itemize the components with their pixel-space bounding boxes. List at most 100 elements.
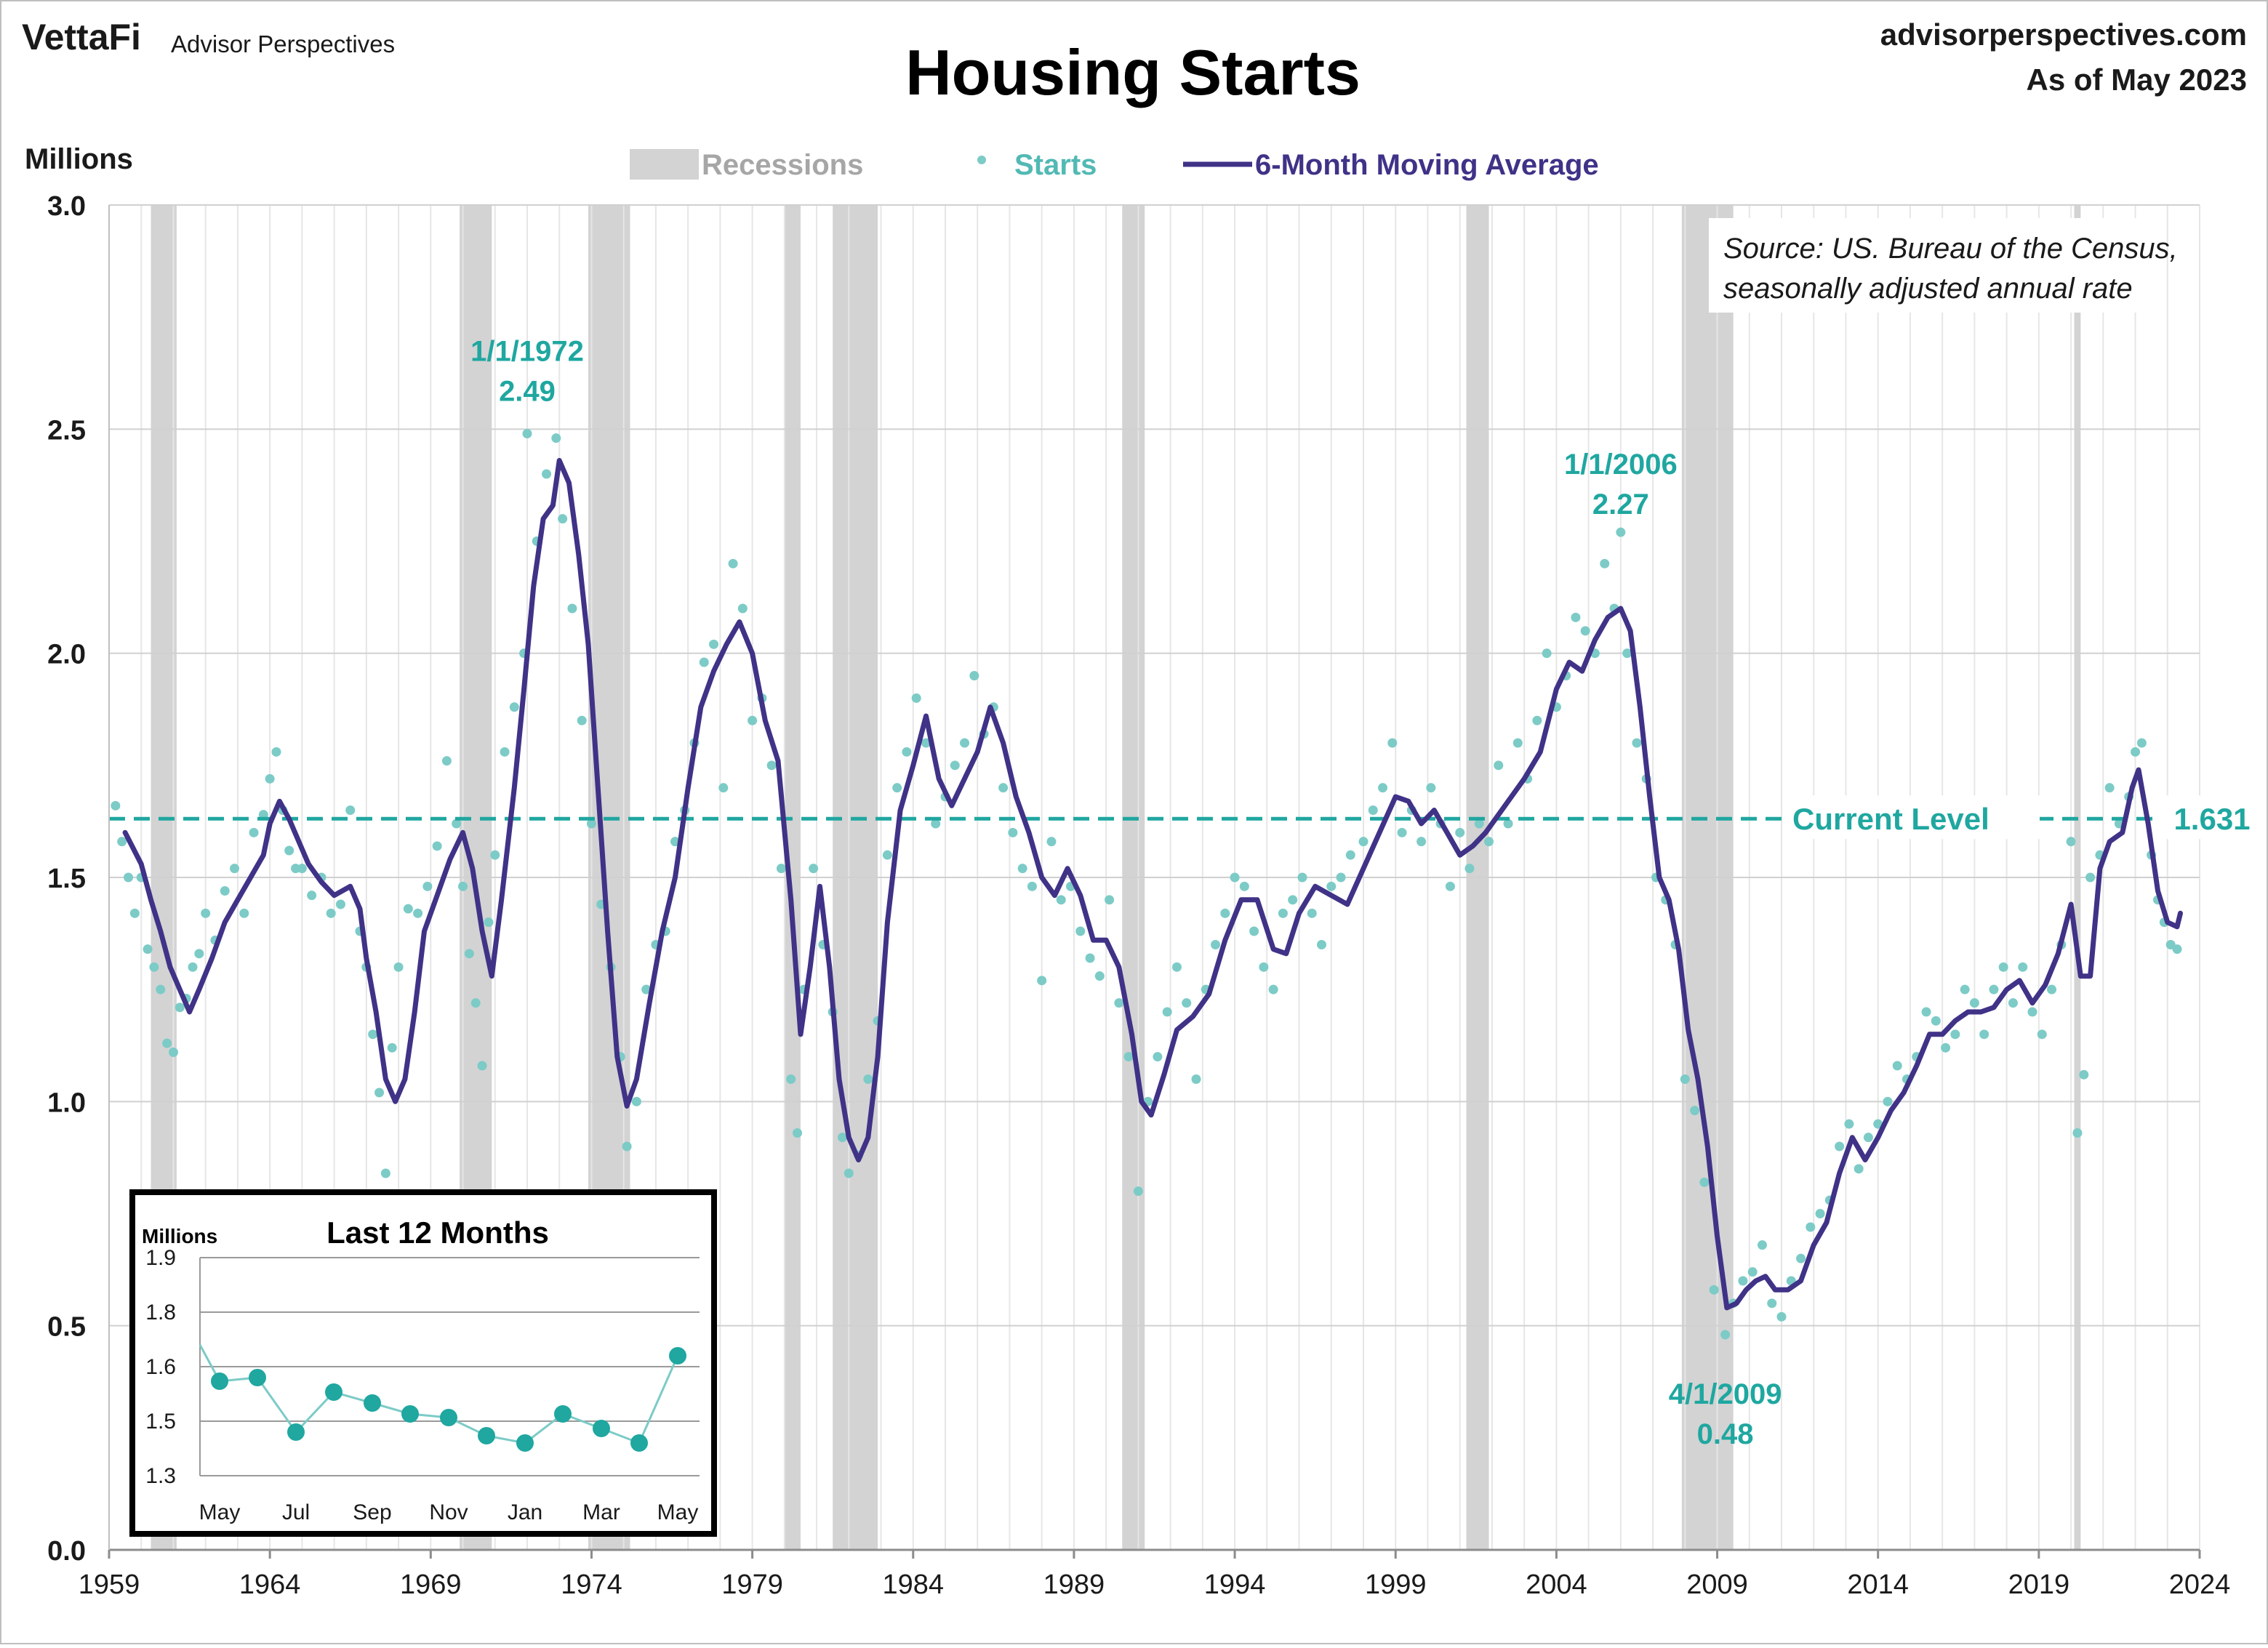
y-tick-label: 2.5 [47,415,86,446]
last-12-months-inset: Last 12 Months Millions 1.9 1.8 1.6 1.5 1.3 M… [129,1189,717,1537]
starts-point [1230,872,1240,883]
starts-point [1680,1074,1690,1084]
starts-point [458,881,468,891]
starts-point [699,657,709,667]
starts-point [2008,998,2018,1008]
starts-point [387,1042,397,1053]
source-note-line-2: seasonally adjusted annual rate [1723,273,2133,305]
starts-point [1776,1311,1787,1322]
starts-point [500,747,510,757]
inset-y-tick-label: 1.9 [145,1246,176,1270]
starts-point [1512,738,1523,748]
chart-title: Housing Starts [905,36,1361,108]
starts-series [111,429,2185,1340]
starts-point [1317,940,1326,949]
starts-point [2018,962,2028,972]
starts-point [863,1074,873,1084]
starts-point [2131,747,2141,757]
as-of-date: As of May 2023 [2027,63,2247,97]
starts-point [1123,1052,1134,1062]
current-level-label-bg [1785,795,2040,840]
starts-point [1191,1074,1201,1084]
brand-subtitle: Advisor Perspectives [171,31,395,57]
starts-point [1815,1209,1825,1218]
starts-point [1969,998,1979,1008]
legend: Recessions Starts 6-Month Moving Average [630,149,1599,181]
starts-point [1738,1276,1748,1286]
starts-point [2136,738,2147,748]
starts-point [776,864,786,874]
annotation-2009-trough-value: 0.48 [1697,1418,1754,1450]
starts-point [129,908,140,918]
x-tick-label: 2014 [1847,1569,1909,1600]
current-level-value: 1.631 [2173,802,2250,836]
inset-point [516,1434,534,1452]
starts-point [117,837,127,847]
x-tick-label: 2009 [1686,1569,1748,1600]
starts-point [509,702,519,712]
starts-point [1616,527,1626,537]
inset-y-tick-label: 1.6 [145,1355,176,1379]
starts-point [837,1133,847,1143]
starts-point [1037,976,1047,986]
starts-point [1114,998,1124,1008]
y-axis-unit-label: Millions [25,143,133,175]
starts-point [1417,837,1427,847]
x-tick-label: 2004 [1526,1569,1587,1600]
starts-point [718,783,729,793]
starts-point [374,1088,385,1098]
inset-x-tick-label: Mar [582,1500,620,1524]
starts-point [168,1048,178,1057]
inset-point [211,1372,228,1390]
inset-point [401,1405,419,1423]
starts-point [641,984,652,994]
annotation-1972-peak-value: 2.49 [499,376,556,408]
starts-point [239,908,249,918]
starts-point [1921,1007,1931,1017]
starts-point [1075,926,1086,936]
starts-point [1720,1330,1731,1340]
starts-point [551,433,561,443]
y-tick-label: 3.0 [47,191,86,222]
inset-point [364,1394,381,1412]
starts-point [1133,1186,1143,1197]
x-tick-label: 1994 [1204,1569,1266,1600]
inset-point [287,1423,305,1441]
legend-moving-average-label: 6-Month Moving Average [1255,149,1599,181]
starts-point [1056,895,1066,905]
inset-frame [129,1189,717,1537]
starts-point [1445,881,1455,891]
starts-point [1336,872,1346,883]
legend-recessions-label: Recessions [702,149,863,181]
starts-point [522,429,532,438]
starts-point [709,639,719,649]
starts-point [1709,1285,1719,1295]
starts-point [892,783,902,793]
starts-point [403,904,413,914]
starts-point [931,819,941,829]
starts-point [577,715,587,725]
starts-point [1268,984,1278,994]
x-tick-label: 2019 [2008,1569,2070,1600]
starts-point [960,738,970,748]
y-tick-label: 1.0 [47,1088,86,1118]
starts-point [1883,1096,1893,1106]
inset-x-tick-label: Sep [353,1500,391,1524]
starts-point [1387,738,1398,748]
starts-point [567,603,577,614]
starts-point [2027,1007,2037,1017]
starts-point [1494,760,1504,771]
starts-point [345,805,356,815]
starts-point [1307,908,1317,918]
x-tick-label: 1959 [79,1569,140,1600]
axes: 0.0 0.5 1.0 1.5 2.0 2.5 3.0 1959 1964 1969 1974 197… [47,191,2230,1600]
y-tick-label: 0.5 [47,1312,86,1343]
starts-point [477,1061,487,1071]
starts-point [1989,984,1999,994]
starts-point [2037,1029,2047,1040]
starts-point [380,1168,390,1178]
inset-point [478,1427,495,1444]
starts-point [1835,1141,1845,1151]
